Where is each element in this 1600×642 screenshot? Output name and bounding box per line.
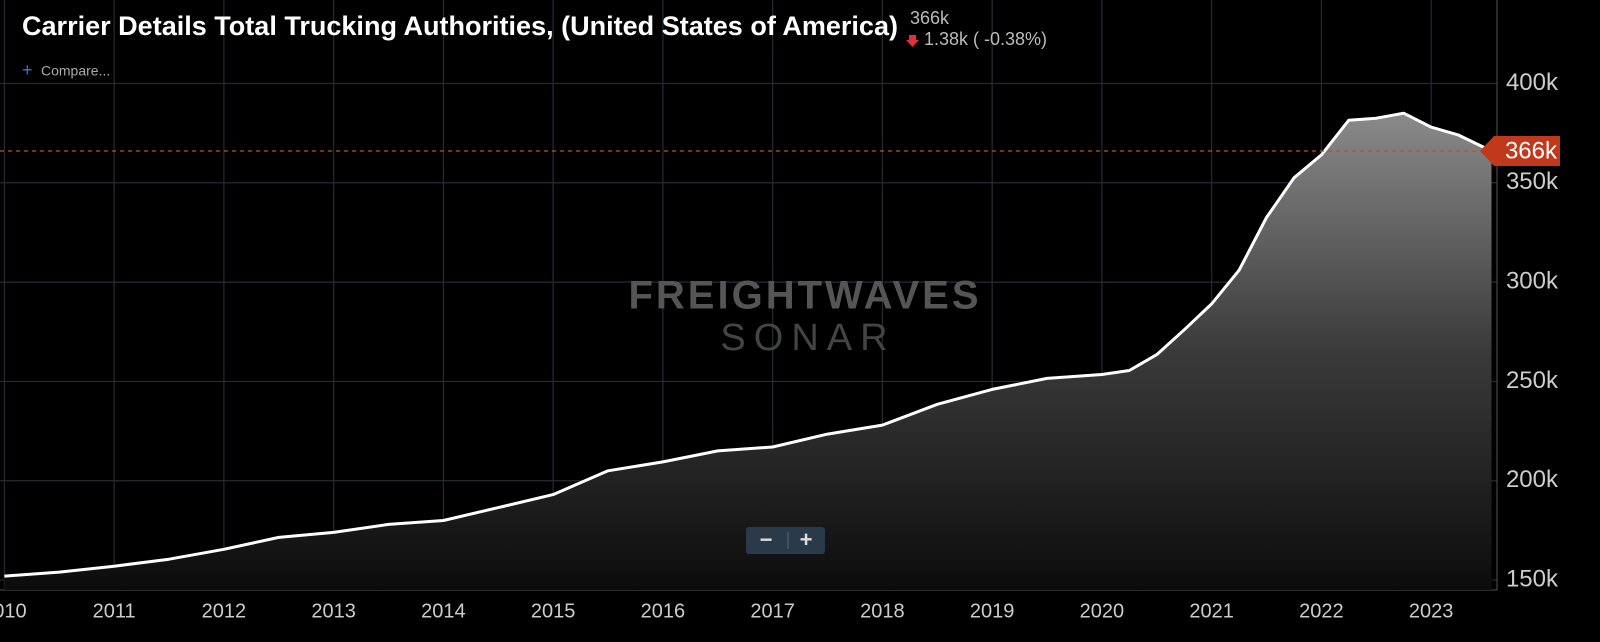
compare-plus[interactable]: + — [22, 60, 33, 80]
y-tick-label: 150k — [1506, 565, 1559, 592]
x-tick-label: 2022 — [1299, 600, 1344, 622]
last-value-label: 366k — [1505, 137, 1558, 164]
area-fill — [4, 113, 1492, 590]
chart-title: Carrier Details Total Trucking Authoriti… — [22, 11, 898, 41]
y-tick-label: 250k — [1506, 367, 1559, 394]
current-value: 366k — [910, 8, 950, 28]
y-tick-label: 200k — [1506, 466, 1559, 493]
x-tick-label: 2019 — [970, 600, 1015, 622]
x-tick-label: 2020 — [1080, 600, 1125, 622]
x-tick-label: 2023 — [1409, 600, 1454, 622]
x-tick-label: 2014 — [421, 600, 466, 622]
x-tick-label: 2013 — [311, 600, 356, 622]
last-value-badge — [1480, 135, 1560, 166]
x-tick-label: 2011 — [93, 600, 136, 622]
x-tick-label: 2021 — [1189, 600, 1234, 622]
compare-button[interactable]: Compare... — [41, 63, 110, 79]
watermark: FREIGHTWAVES — [628, 274, 981, 318]
x-tick-label: 2018 — [860, 600, 905, 622]
x-tick-label: 2015 — [531, 600, 576, 622]
down-arrow — [906, 35, 919, 47]
y-tick-label: 300k — [1506, 267, 1559, 294]
zoom-control — [746, 527, 825, 554]
y-tick-label: 400k — [1506, 69, 1559, 96]
watermark: SONAR — [720, 317, 895, 359]
x-tick-label: 2017 — [750, 600, 795, 622]
x-tick-label: 2010 — [0, 600, 27, 622]
zoom-out[interactable]: − — [760, 527, 773, 552]
x-tick-label: 2016 — [641, 600, 686, 622]
zoom-in[interactable]: + — [800, 527, 813, 552]
x-tick-label: 2012 — [202, 600, 247, 622]
line — [4, 111, 1493, 578]
change-value: 1.38k ( -0.38%) — [924, 29, 1047, 49]
y-tick-label: 350k — [1506, 168, 1559, 195]
